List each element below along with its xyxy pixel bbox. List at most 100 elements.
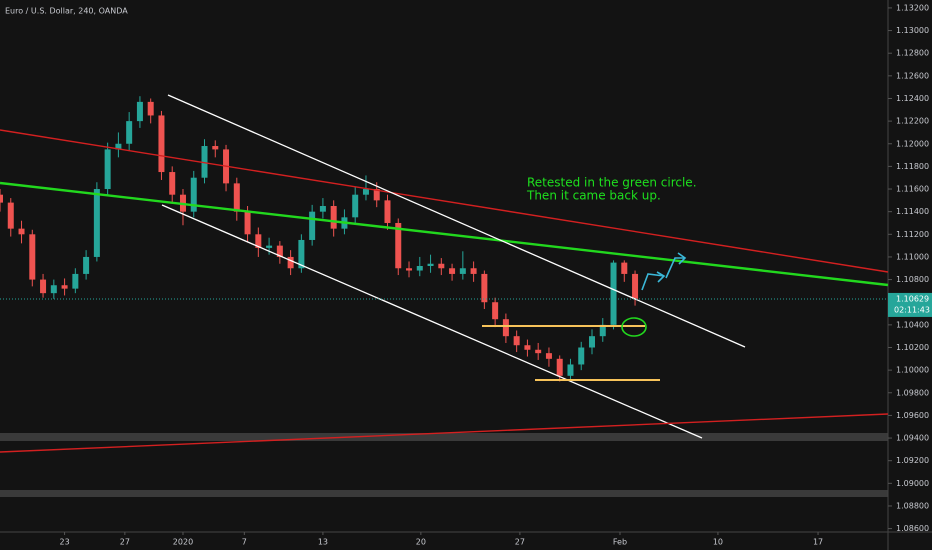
- y-tick-label: 1.12400: [896, 94, 929, 103]
- candle-body: [0, 194, 3, 203]
- y-tick-label: 1.09200: [896, 456, 929, 465]
- y-tick-label: 1.10200: [896, 343, 929, 352]
- candle-body: [298, 239, 305, 269]
- y-tick-label: 1.12800: [896, 49, 929, 58]
- candle-body: [567, 364, 574, 376]
- y-tick-label: 1.10000: [896, 366, 929, 375]
- last-price-label: 1.10629: [896, 294, 929, 303]
- trend-line: [0, 181, 889, 287]
- y-tick-label: 1.11800: [896, 162, 929, 171]
- annotation: Retested in the green circle.: [527, 176, 697, 190]
- candle-body: [459, 268, 466, 274]
- zone-band: [0, 490, 888, 497]
- candle-body: [599, 324, 606, 337]
- y-tick-label: 1.11600: [896, 185, 929, 194]
- candle-body: [352, 194, 359, 218]
- candle-body: [513, 336, 520, 346]
- candle-body: [610, 262, 617, 325]
- chart-title: Euro / U.S. Dollar, 240, OANDA: [5, 7, 128, 16]
- candle-body: [126, 121, 133, 144]
- y-tick-label: 1.09000: [896, 479, 929, 488]
- candles: [0, 96, 639, 382]
- candle-body: [470, 268, 477, 274]
- candle-body: [621, 262, 628, 274]
- candle-body: [244, 211, 251, 235]
- countdown-label: 02:11:43: [894, 305, 930, 314]
- x-tick-label: 7: [242, 538, 247, 547]
- candle-body: [83, 256, 90, 274]
- x-tick-label: Feb: [613, 538, 627, 547]
- candle-body: [438, 263, 445, 269]
- candle-body: [395, 222, 402, 269]
- candle-body: [384, 200, 391, 223]
- candle-body: [492, 302, 499, 320]
- x-tick-label: 23: [59, 538, 69, 547]
- y-tick-label: 1.11000: [896, 252, 929, 261]
- annotation: Then it came back up.: [526, 189, 661, 203]
- candle-body: [29, 234, 36, 280]
- channel-line: [167, 94, 746, 348]
- candle-body: [93, 189, 100, 257]
- candle-body: [104, 149, 111, 190]
- candle-body: [416, 266, 423, 271]
- candle-body: [115, 143, 122, 150]
- trend-line: [0, 413, 889, 453]
- y-tick-label: 1.12600: [896, 71, 929, 80]
- candle-body: [158, 115, 165, 173]
- candle-body: [169, 172, 176, 195]
- candle-body: [589, 336, 595, 348]
- arrow-head: [656, 271, 666, 283]
- retest-circle: [621, 317, 647, 337]
- y-tick-label: 1.13000: [896, 26, 929, 35]
- arrow-head: [677, 252, 687, 265]
- candle-body: [136, 101, 143, 122]
- candle-body: [632, 273, 639, 299]
- candle-body: [556, 358, 563, 376]
- candle-body: [50, 285, 57, 294]
- candle-body: [147, 101, 154, 116]
- candle-body: [319, 206, 326, 212]
- x-tick-label: 20: [416, 538, 426, 547]
- candle-body: [190, 177, 197, 212]
- projection-arrow: [641, 273, 665, 291]
- candle-body: [18, 228, 25, 235]
- candle-body: [427, 263, 434, 266]
- candle-body: [233, 183, 240, 212]
- y-tick-label: 1.11400: [896, 207, 929, 216]
- x-tick-label: 10: [713, 538, 723, 547]
- zone-band: [0, 433, 888, 441]
- candle-body: [535, 349, 542, 354]
- candle-body: [578, 347, 585, 365]
- candle-body: [406, 268, 413, 271]
- candle-body: [212, 146, 219, 150]
- candle-body: [61, 285, 68, 289]
- candle-body: [201, 146, 208, 178]
- candle-body: [362, 189, 369, 195]
- candle-body: [276, 245, 283, 257]
- trend-line: [0, 129, 889, 273]
- x-tick-label: 13: [318, 538, 328, 547]
- candle-body: [481, 273, 488, 303]
- candle-body: [7, 202, 14, 229]
- y-tick-label: 1.08800: [896, 501, 929, 510]
- x-tick-label: 17: [813, 538, 823, 547]
- candle-body: [373, 189, 380, 201]
- y-tick-label: 1.09600: [896, 411, 929, 420]
- candle-body: [255, 234, 262, 248]
- y-tick-label: 1.10400: [896, 320, 929, 329]
- y-tick-label: 1.12200: [896, 117, 929, 126]
- channel-line: [161, 204, 703, 439]
- candle-body: [502, 319, 509, 337]
- x-tick-label: 2020: [173, 538, 193, 547]
- y-tick-label: 1.11200: [896, 230, 929, 239]
- candle-body: [524, 345, 531, 350]
- candle-body: [72, 273, 79, 289]
- y-tick-label: 1.09800: [896, 388, 929, 397]
- candle-body: [266, 245, 273, 248]
- x-tick-label: 27: [515, 538, 525, 547]
- y-tick-label: 1.13200: [896, 3, 929, 12]
- projection-arrow: [665, 257, 685, 279]
- y-tick-label: 1.10800: [896, 275, 929, 284]
- candle-body: [330, 206, 337, 229]
